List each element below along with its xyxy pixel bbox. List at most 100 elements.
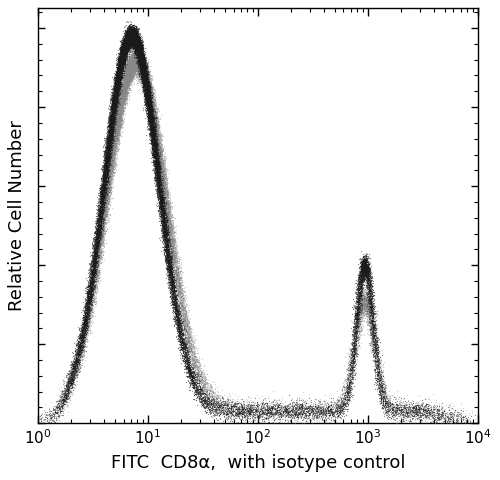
Point bbox=[126, 33, 134, 41]
Point bbox=[192, 384, 200, 391]
Point bbox=[134, 36, 142, 44]
Point bbox=[126, 36, 134, 43]
Point bbox=[413, 404, 421, 412]
Point bbox=[138, 59, 146, 66]
Point bbox=[98, 211, 106, 219]
Point bbox=[86, 293, 94, 300]
Point bbox=[143, 87, 151, 95]
Point bbox=[156, 197, 164, 204]
Point bbox=[196, 395, 203, 403]
Point bbox=[198, 371, 206, 378]
Point bbox=[98, 201, 106, 208]
Point bbox=[90, 250, 98, 257]
Point bbox=[114, 94, 122, 101]
Point bbox=[386, 393, 394, 400]
Point bbox=[137, 48, 145, 55]
Point bbox=[128, 27, 136, 35]
Point bbox=[349, 343, 357, 351]
Point bbox=[114, 87, 122, 95]
Point bbox=[117, 62, 125, 70]
Point bbox=[110, 92, 118, 99]
Point bbox=[378, 373, 386, 381]
Point bbox=[122, 77, 130, 85]
Point bbox=[69, 367, 77, 374]
Point bbox=[172, 319, 180, 327]
Point bbox=[149, 136, 157, 144]
Point bbox=[137, 58, 145, 66]
Point bbox=[150, 126, 158, 133]
Point bbox=[92, 275, 100, 282]
Point bbox=[116, 108, 124, 116]
Point bbox=[122, 56, 130, 64]
Point bbox=[363, 302, 371, 310]
Point bbox=[160, 161, 168, 168]
Point bbox=[96, 206, 104, 214]
Point bbox=[348, 330, 356, 337]
Point bbox=[92, 256, 100, 264]
Point bbox=[357, 267, 365, 275]
Point bbox=[100, 181, 108, 189]
Point bbox=[125, 30, 133, 37]
Point bbox=[95, 190, 103, 197]
Point bbox=[124, 71, 132, 79]
Point bbox=[131, 30, 139, 38]
Point bbox=[158, 184, 166, 192]
Point bbox=[136, 59, 143, 67]
Point bbox=[124, 70, 132, 78]
Point bbox=[388, 411, 396, 419]
Point bbox=[384, 406, 392, 413]
Point bbox=[366, 280, 374, 288]
Point bbox=[143, 78, 151, 85]
Point bbox=[87, 282, 95, 290]
Point bbox=[372, 333, 380, 341]
Point bbox=[92, 276, 100, 283]
Point bbox=[138, 71, 146, 79]
Point bbox=[161, 196, 169, 204]
Point bbox=[134, 54, 142, 62]
Point bbox=[114, 107, 122, 115]
Point bbox=[79, 312, 87, 319]
Point bbox=[155, 173, 163, 181]
Point bbox=[352, 324, 360, 332]
Point bbox=[314, 401, 322, 409]
Point bbox=[393, 402, 401, 409]
Point bbox=[134, 56, 142, 63]
Point bbox=[354, 302, 362, 310]
Point bbox=[112, 94, 120, 102]
Point bbox=[168, 270, 176, 278]
Point bbox=[100, 171, 108, 179]
Point bbox=[120, 41, 128, 48]
Point bbox=[123, 35, 131, 42]
Point bbox=[134, 36, 141, 44]
Point bbox=[164, 261, 172, 268]
Point bbox=[100, 216, 108, 224]
Point bbox=[366, 320, 374, 327]
Point bbox=[290, 408, 298, 416]
Point bbox=[118, 55, 126, 62]
Point bbox=[122, 62, 130, 70]
Point bbox=[124, 92, 132, 99]
Point bbox=[160, 182, 168, 190]
Point bbox=[164, 246, 172, 253]
Point bbox=[152, 151, 160, 158]
Point bbox=[128, 35, 136, 43]
Point bbox=[133, 55, 141, 62]
Point bbox=[368, 333, 376, 340]
Point bbox=[94, 261, 102, 268]
Point bbox=[117, 49, 125, 57]
Point bbox=[148, 135, 156, 143]
Point bbox=[109, 129, 117, 137]
Point bbox=[143, 82, 151, 89]
Point bbox=[96, 211, 104, 218]
Point bbox=[148, 101, 156, 109]
Point bbox=[160, 186, 168, 193]
Point bbox=[84, 297, 92, 305]
Point bbox=[96, 230, 104, 238]
Point bbox=[144, 71, 152, 78]
Point bbox=[143, 76, 151, 84]
Point bbox=[91, 259, 99, 267]
Point bbox=[139, 59, 147, 66]
Point bbox=[106, 136, 114, 144]
Point bbox=[198, 397, 206, 405]
Point bbox=[325, 418, 333, 426]
